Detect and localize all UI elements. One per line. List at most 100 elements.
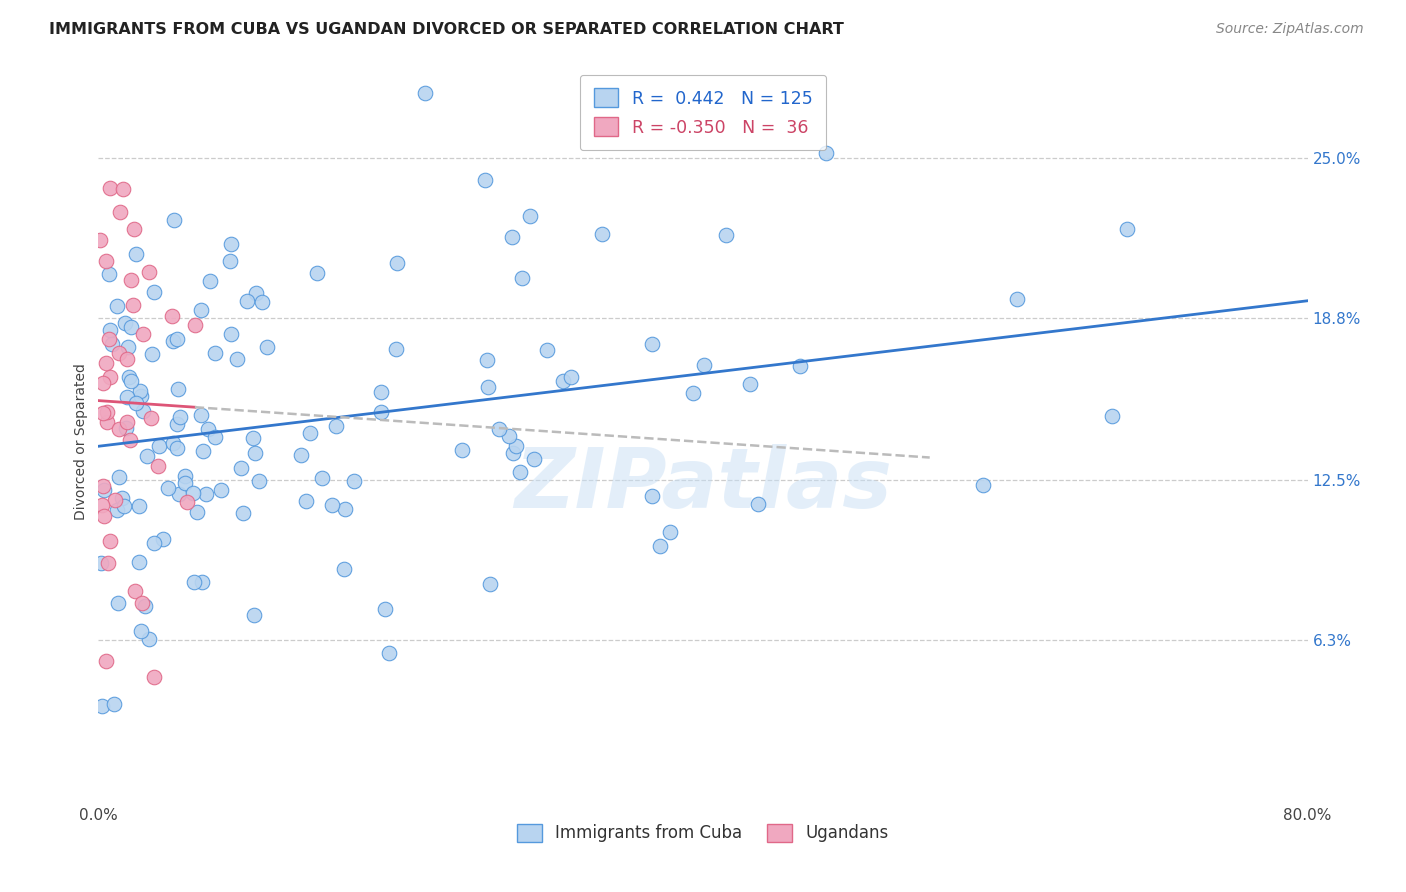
Point [184, 318, 207, 333]
Point [132, 326, 155, 341]
Point [122, 221, 145, 235]
Point [343, 474, 366, 488]
Point [451, 442, 474, 457]
Point [152, 532, 174, 546]
Point [115, 352, 138, 367]
Point [1116, 222, 1139, 236]
Point [157, 481, 180, 495]
Point [219, 327, 242, 342]
Point [551, 374, 574, 388]
Point [789, 359, 811, 373]
Point [502, 445, 524, 459]
Point [90, 557, 112, 571]
Point [204, 346, 226, 360]
Point [536, 343, 558, 357]
Point [120, 319, 142, 334]
Point [125, 396, 148, 410]
Point [385, 342, 408, 356]
Y-axis label: Divorced or Separated: Divorced or Separated [75, 363, 89, 520]
Point [370, 385, 392, 400]
Point [193, 443, 215, 458]
Point [105, 299, 128, 313]
Point [250, 294, 273, 309]
Point [325, 419, 347, 434]
Point [93, 479, 115, 493]
Point [120, 273, 142, 287]
Point [121, 298, 143, 312]
Point [245, 446, 267, 460]
Point [505, 439, 527, 453]
Point [247, 474, 270, 488]
Point [242, 431, 264, 445]
Text: ZIPatlas: ZIPatlas [515, 444, 891, 525]
Point [142, 536, 165, 550]
Point [115, 415, 138, 429]
Point [120, 433, 142, 447]
Point [163, 213, 186, 227]
Point [194, 487, 217, 501]
Point [311, 471, 333, 485]
Point [659, 524, 682, 539]
Text: Source: ZipAtlas.com: Source: ZipAtlas.com [1216, 22, 1364, 37]
Point [219, 253, 242, 268]
Point [94, 254, 117, 268]
Point [641, 337, 664, 351]
Point [111, 491, 134, 505]
Point [190, 408, 212, 422]
Point [135, 450, 157, 464]
Point [103, 492, 125, 507]
Point [91, 498, 114, 512]
Point [138, 265, 160, 279]
Point [475, 353, 498, 368]
Point [385, 256, 408, 270]
Point [648, 539, 671, 553]
Point [1005, 292, 1028, 306]
Point [112, 499, 135, 513]
Point [242, 607, 264, 622]
Point [98, 181, 121, 195]
Point [96, 405, 118, 419]
Text: IMMIGRANTS FROM CUBA VS UGANDAN DIVORCED OR SEPARATED CORRELATION CHART: IMMIGRANTS FROM CUBA VS UGANDAN DIVORCED… [49, 22, 844, 37]
Point [166, 332, 188, 346]
Point [138, 632, 160, 647]
Point [682, 385, 704, 400]
Point [114, 421, 136, 435]
Point [97, 333, 120, 347]
Point [370, 405, 392, 419]
Point [176, 495, 198, 509]
Point [225, 352, 247, 367]
Point [108, 470, 131, 484]
Point [191, 575, 214, 590]
Point [173, 476, 195, 491]
Point [693, 358, 716, 372]
Point [510, 271, 533, 285]
Point [204, 430, 226, 444]
Point [117, 339, 139, 353]
Point [374, 602, 396, 616]
Point [1101, 409, 1123, 423]
Point [91, 376, 114, 390]
Point [166, 382, 188, 396]
Point [162, 334, 184, 348]
Point [290, 448, 312, 462]
Point [236, 293, 259, 308]
Point [141, 347, 163, 361]
Point [96, 415, 118, 429]
Point [146, 459, 169, 474]
Point [714, 228, 737, 243]
Legend: Immigrants from Cuba, Ugandans: Immigrants from Cuba, Ugandans [508, 814, 898, 852]
Point [183, 575, 205, 590]
Point [120, 374, 142, 388]
Point [738, 376, 761, 391]
Point [89, 233, 111, 247]
Point [167, 487, 190, 501]
Point [219, 237, 242, 252]
Point [97, 268, 120, 282]
Point [128, 499, 150, 513]
Point [173, 469, 195, 483]
Point [591, 227, 613, 241]
Point [132, 403, 155, 417]
Point [128, 556, 150, 570]
Point [166, 441, 188, 455]
Point [488, 422, 510, 436]
